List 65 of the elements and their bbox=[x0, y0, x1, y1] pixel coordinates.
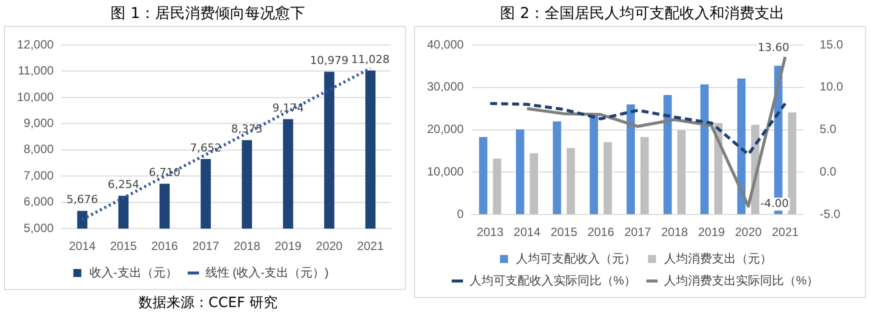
data-label: 11,028 bbox=[351, 52, 390, 66]
source-note: 数据来源：CCEF 研究 bbox=[137, 294, 278, 312]
bar bbox=[478, 137, 488, 214]
y-tick-label: 12,000 bbox=[17, 37, 54, 52]
x-tick-label: 2017 bbox=[192, 239, 220, 254]
x-tick-label: 2013 bbox=[476, 225, 504, 240]
legend-label: 人均可支配收入实际同比（%） bbox=[469, 273, 636, 288]
x-tick-label: 2018 bbox=[234, 239, 261, 254]
data-label: 10,979 bbox=[310, 54, 349, 68]
x-tick-label: 2014 bbox=[513, 225, 540, 240]
y-tick-label: 10,000 bbox=[426, 164, 464, 179]
bar bbox=[603, 142, 612, 214]
y-tick-label: 20,000 bbox=[426, 122, 464, 136]
line-series bbox=[488, 102, 786, 156]
legend-label: 收入-支出（元） bbox=[89, 265, 178, 280]
y2-tick-label: 0.0 bbox=[819, 164, 836, 179]
y-tick-label: 0 bbox=[456, 206, 464, 221]
legend-label: 人均消费支出实际同比（%） bbox=[664, 273, 818, 288]
data-label: 5,676 bbox=[66, 193, 98, 206]
x-tick-label: 2020 bbox=[316, 239, 343, 254]
legend-label: 人均可支配收入（元） bbox=[516, 251, 636, 266]
y-tick-label: 8,000 bbox=[24, 142, 54, 156]
x-tick-label: 2020 bbox=[734, 225, 762, 240]
y-tick-label: 7,000 bbox=[24, 168, 54, 182]
y-tick-label: 6,000 bbox=[24, 194, 54, 209]
bar bbox=[788, 112, 796, 214]
bar bbox=[700, 84, 708, 214]
legend-label: 线性 (收入-支出（元）) bbox=[205, 265, 329, 280]
y2-tick-label: 10.0 bbox=[819, 80, 844, 94]
data-label: -4.00 bbox=[760, 196, 789, 210]
x-tick-label: 2021 bbox=[357, 239, 384, 254]
y-tick-label: 5,000 bbox=[24, 220, 54, 235]
y-tick-label: 40,000 bbox=[426, 37, 464, 52]
x-tick-label: 2016 bbox=[587, 225, 614, 240]
bar bbox=[492, 158, 501, 214]
x-tick-label: 2017 bbox=[624, 225, 652, 240]
x-tick-label: 2019 bbox=[274, 239, 302, 254]
y-tick-label: 10,000 bbox=[17, 90, 54, 104]
x-tick-label: 2015 bbox=[550, 225, 578, 240]
y-tick-label: 9,000 bbox=[24, 116, 54, 130]
bar bbox=[516, 129, 524, 214]
bar bbox=[589, 114, 598, 214]
x-tick-label: 2015 bbox=[110, 239, 138, 254]
chart-title: 图 2：全国居民人均可支配收入和消费支出 bbox=[499, 3, 786, 24]
bar bbox=[626, 104, 635, 214]
bar bbox=[663, 95, 672, 214]
bar bbox=[552, 121, 561, 214]
x-tick-label: 2019 bbox=[698, 225, 725, 240]
x-tick-label: 2016 bbox=[151, 239, 178, 254]
bar bbox=[566, 148, 575, 214]
legend-label: 人均消费支出（元） bbox=[664, 251, 772, 266]
x-tick-label: 2021 bbox=[772, 225, 799, 240]
data-label: 6,254 bbox=[108, 178, 140, 192]
bar bbox=[530, 153, 538, 214]
y-tick-label: 30,000 bbox=[426, 80, 464, 94]
y2-tick-label: -5.0 bbox=[819, 206, 840, 221]
y2-tick-label: 5.0 bbox=[819, 122, 836, 136]
y-tick-label: 11,000 bbox=[18, 64, 54, 78]
x-tick-label: 2014 bbox=[68, 239, 96, 254]
y2-tick-label: 15.0 bbox=[819, 37, 844, 52]
data-label: 13.60 bbox=[757, 41, 789, 54]
bar bbox=[677, 130, 686, 214]
bar bbox=[640, 137, 648, 214]
chart-title: 图 1：居民消费倾向每况愈下 bbox=[110, 3, 306, 24]
x-tick-label: 2018 bbox=[660, 225, 688, 240]
